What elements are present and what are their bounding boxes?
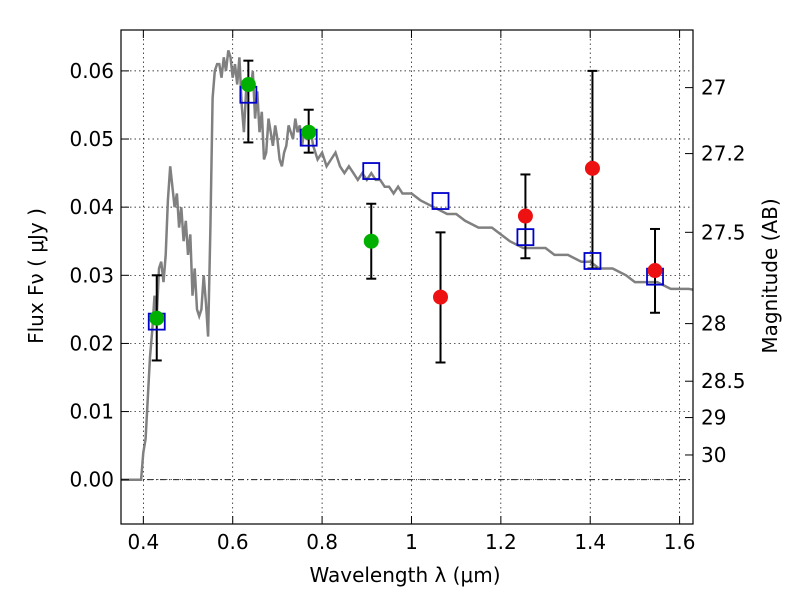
y-axis-label: Flux Fν ( μJy ) (24, 208, 48, 344)
y-axis-ticks: 0.00 0.01 0.02 0.03 0.04 0.05 0.06 (69, 59, 129, 492)
synthetic-square-marker (583, 252, 602, 270)
plot-clip-group (121, 50, 694, 481)
x-tick-label: 0.8 (306, 530, 338, 554)
right-axis-ticks: 27 27.2 27.5 28 28.5 29 30 (685, 76, 746, 467)
right-tick-label: 28 (701, 312, 726, 336)
y-tick-label: 0.06 (69, 59, 114, 83)
red-data-point (647, 263, 663, 279)
synthetic-square-marker (431, 192, 450, 210)
synthetic-square-marker (516, 228, 535, 247)
green-data-point (149, 310, 165, 326)
right-axis-label: Magnitude (AB) (758, 198, 782, 353)
red-data-point (433, 289, 449, 305)
green-data-point (240, 77, 256, 93)
right-tick-label: 27 (701, 76, 726, 100)
red-data-point (584, 160, 600, 176)
y-tick-label: 0.04 (69, 195, 114, 219)
synthetic-photometry-markers (147, 85, 664, 331)
grid-lines (121, 30, 693, 524)
x-tick-label: 1.4 (574, 530, 606, 554)
x-axis-label: Wavelength λ (μm) (309, 563, 500, 587)
plot-frame (120, 29, 694, 525)
x-tick-label: 1 (405, 530, 418, 554)
y-tick-label: 0.01 (69, 400, 114, 424)
x-tick-label: 1.2 (485, 530, 517, 554)
error-bars (151, 59, 661, 364)
observed-markers (149, 77, 663, 326)
model-spectrum-line (121, 50, 694, 481)
x-tick-label: 0.6 (217, 530, 249, 554)
green-data-point (301, 124, 317, 140)
y-tick-label: 0.05 (69, 127, 114, 151)
synthetic-square-marker (362, 162, 381, 180)
right-tick-label: 27.2 (701, 142, 746, 166)
y-tick-label: 0.00 (69, 468, 114, 492)
y-tick-label: 0.02 (69, 331, 114, 355)
right-tick-label: 29 (701, 406, 726, 430)
right-tick-label: 30 (701, 443, 726, 467)
red-data-point (517, 208, 533, 224)
x-tick-label: 1.6 (664, 530, 696, 554)
x-tick-label: 0.4 (127, 530, 159, 554)
x-axis-ticks: 0.4 0.6 0.8 1 1.2 1.4 1.6 (127, 30, 696, 554)
green-data-point (363, 233, 379, 249)
y-tick-label: 0.03 (69, 263, 114, 287)
right-tick-label: 28.5 (701, 369, 746, 393)
right-tick-label: 27.5 (701, 220, 746, 244)
